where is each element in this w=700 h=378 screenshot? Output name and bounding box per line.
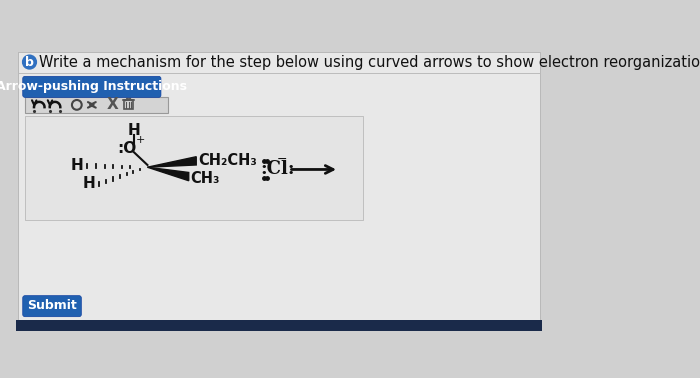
Bar — [16, 321, 542, 331]
Text: :O: :O — [117, 141, 136, 156]
Polygon shape — [148, 167, 189, 181]
Bar — [25, 116, 363, 220]
Text: CH₂CH₃: CH₂CH₃ — [199, 153, 257, 168]
Text: H: H — [127, 123, 140, 138]
Text: H: H — [71, 158, 83, 173]
Text: X: X — [106, 98, 118, 112]
FancyBboxPatch shape — [22, 76, 161, 98]
Text: CH₃: CH₃ — [190, 170, 220, 186]
Text: H: H — [83, 176, 96, 191]
Text: Arrow-pushing Instructions: Arrow-pushing Instructions — [0, 81, 188, 93]
FancyBboxPatch shape — [18, 51, 540, 321]
Polygon shape — [148, 157, 196, 167]
Text: +: + — [135, 135, 145, 146]
Bar — [124, 101, 133, 109]
FancyBboxPatch shape — [25, 97, 168, 113]
Text: −: − — [276, 153, 287, 166]
Circle shape — [22, 55, 36, 69]
Text: :Cl:: :Cl: — [260, 161, 295, 178]
FancyBboxPatch shape — [22, 296, 81, 317]
Text: Submit: Submit — [27, 299, 77, 312]
Text: Write a mechanism for the step below using curved arrows to show electron reorga: Write a mechanism for the step below usi… — [39, 54, 700, 70]
Text: b: b — [25, 56, 34, 68]
